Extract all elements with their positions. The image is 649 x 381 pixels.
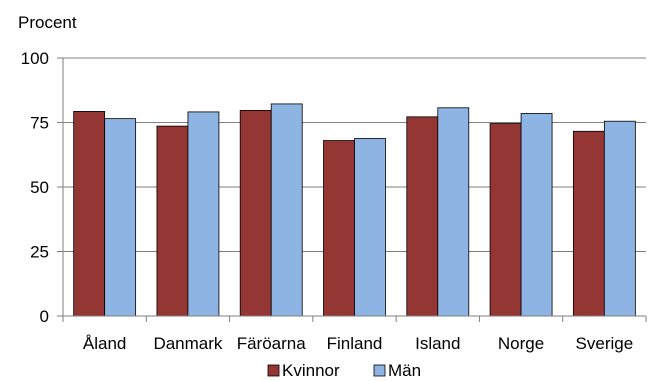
y-axis-title: Procent [18,13,77,32]
legend-label: Män [388,361,421,380]
bar-män-0 [104,118,137,317]
x-tick-label: Färöarna [237,334,307,353]
x-tick-label: Finland [327,334,383,353]
bar-kvinnor-0 [73,111,106,317]
axes [62,58,647,322]
x-tick-label: Danmark [153,334,222,353]
y-tick-label: 50 [30,178,49,197]
legend-swatch-kvinnor [267,364,280,377]
bar-män-3 [354,138,386,317]
bar-kvinnor-6 [572,130,605,317]
y-tick-label: 0 [40,307,49,326]
bar-kvinnor-1 [156,125,189,317]
bar-kvinnor-2 [239,109,272,317]
bar-män-2 [270,103,303,317]
y-tick-label: 75 [30,114,49,133]
bar-kvinnor-5 [489,123,522,317]
bar-män-6 [603,120,636,317]
legend-swatch-män [373,364,386,377]
bar-män-1 [187,111,220,317]
y-tick-label: 100 [21,49,49,68]
x-tick-label: Åland [83,334,126,353]
x-tick-label: Norge [498,334,544,353]
x-tick-labels: Åland Danmark Färöarna Finland Island Norge Sv… [83,334,633,353]
x-tick-label: Island [415,334,460,353]
bar-män-4 [437,107,470,317]
bar-kvinnor-3 [323,140,355,317]
y-tick-label: 25 [30,243,49,262]
bar-män-5 [520,113,553,317]
x-tick-label: Sverige [576,334,634,353]
bar-kvinnor-4 [406,116,439,317]
bars [73,103,636,317]
legend-label: Kvinnor [282,361,340,380]
y-tick-labels: 0 25 50 75 100 [21,49,49,326]
legend: Kvinnor Män [267,361,421,380]
